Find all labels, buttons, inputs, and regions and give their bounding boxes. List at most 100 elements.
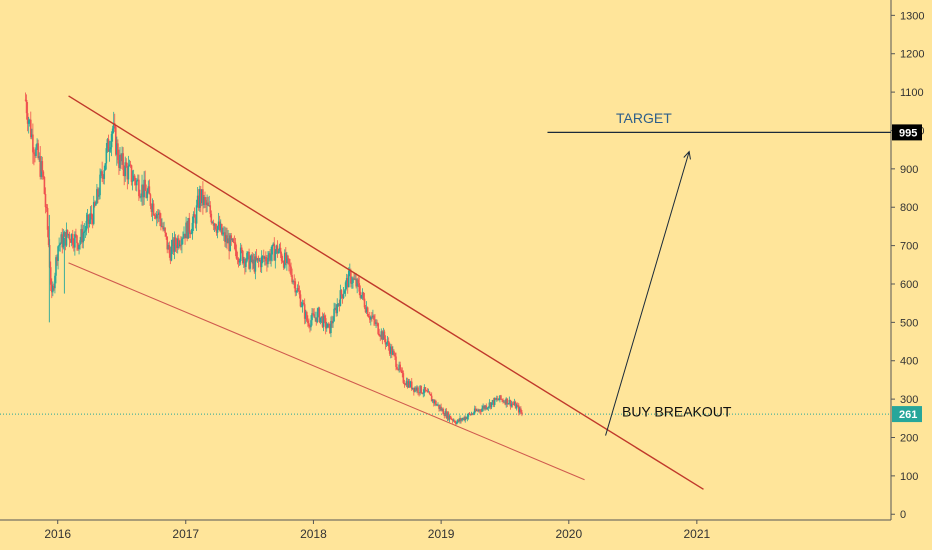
candle-body xyxy=(304,312,307,319)
candle-body xyxy=(280,253,283,261)
candle-body xyxy=(272,243,275,246)
candle-body xyxy=(160,218,162,227)
candle-body xyxy=(360,295,363,298)
candle-body xyxy=(262,256,265,259)
candle-body xyxy=(137,179,139,181)
candle-body xyxy=(44,194,47,208)
candle-body xyxy=(373,315,375,320)
candle-body xyxy=(213,223,216,226)
candle-body xyxy=(444,411,447,416)
candle-body xyxy=(358,283,361,292)
candle-body xyxy=(265,256,267,262)
candle-body xyxy=(235,250,238,259)
lower-trendline[interactable] xyxy=(68,262,585,481)
candle-body xyxy=(227,238,229,244)
candle-body xyxy=(210,213,213,223)
candle-body xyxy=(442,408,445,415)
price-axis-tick-label: 700 xyxy=(900,241,918,253)
candle-body xyxy=(429,394,432,396)
candle-body xyxy=(184,233,186,239)
candle-body xyxy=(494,397,497,400)
candle-body xyxy=(91,217,94,224)
candle-body xyxy=(52,285,54,293)
candle-body xyxy=(296,287,299,292)
candle-body xyxy=(466,416,469,420)
candle-body xyxy=(332,321,334,324)
candle-body xyxy=(385,342,388,345)
candle-body xyxy=(73,244,75,248)
candle-body xyxy=(145,190,148,198)
candle-body xyxy=(338,303,341,306)
candle-body xyxy=(194,217,197,224)
candle-body xyxy=(445,411,448,419)
candle-body xyxy=(310,320,312,328)
candle-body xyxy=(223,232,225,234)
candle-body xyxy=(207,202,209,206)
projection-arrow[interactable] xyxy=(605,151,690,436)
candle-body xyxy=(127,165,130,180)
candle-body xyxy=(243,259,245,264)
candle-body xyxy=(483,406,485,409)
candle-body xyxy=(359,291,362,298)
candle-body xyxy=(308,323,310,327)
candle-body xyxy=(45,207,48,209)
candle-body xyxy=(192,214,195,223)
candle-body xyxy=(259,260,262,268)
candle-body xyxy=(234,242,237,251)
candle-body xyxy=(77,243,79,250)
candle-body xyxy=(34,154,36,157)
candle-body xyxy=(220,224,223,235)
candle-body xyxy=(29,119,32,138)
candle-body xyxy=(426,390,429,393)
candle-body xyxy=(496,398,499,400)
candle-body xyxy=(516,405,519,407)
candle-body xyxy=(501,399,503,401)
target-label: TARGET xyxy=(616,110,672,126)
candle-body xyxy=(405,381,408,386)
price-axis-tick-label: 600 xyxy=(900,279,918,291)
candle-body xyxy=(179,244,181,247)
candle-body xyxy=(392,350,394,355)
candle-body xyxy=(403,382,406,385)
candle-body xyxy=(492,400,495,405)
candle-body xyxy=(476,410,478,412)
candle-body xyxy=(353,278,355,280)
candle-body xyxy=(447,412,450,420)
candle-body xyxy=(374,319,376,324)
candle-body xyxy=(422,392,425,394)
candle-body xyxy=(104,163,107,171)
candle-body xyxy=(288,258,290,265)
candle-body xyxy=(458,419,460,422)
candle-body xyxy=(247,251,249,253)
candle-body xyxy=(432,399,435,404)
candle-body xyxy=(236,258,239,260)
candle-body xyxy=(323,315,326,319)
candle-body xyxy=(64,232,67,246)
candle-body xyxy=(391,346,393,355)
arrow-head-icon xyxy=(683,150,691,160)
candle-body xyxy=(65,229,68,246)
candle-body xyxy=(318,308,321,323)
candle-body xyxy=(35,147,37,157)
candle-body xyxy=(401,370,404,374)
candle-body xyxy=(53,285,55,289)
candle-body xyxy=(79,240,81,245)
candle-body xyxy=(470,413,473,415)
candle-body xyxy=(58,244,60,247)
candle-body xyxy=(510,403,513,407)
candle-body xyxy=(138,179,140,197)
candle-body xyxy=(486,407,489,409)
candle-body xyxy=(191,222,194,234)
upper-trendline[interactable] xyxy=(68,95,704,490)
candle-body xyxy=(414,387,416,392)
candle-body xyxy=(119,154,121,168)
candle-body xyxy=(75,234,77,236)
candle-body xyxy=(217,221,220,227)
candle-body xyxy=(355,278,357,287)
candle-body xyxy=(328,323,330,325)
candle-body xyxy=(520,408,522,413)
candle-body xyxy=(123,169,125,177)
candle-body xyxy=(478,409,480,411)
